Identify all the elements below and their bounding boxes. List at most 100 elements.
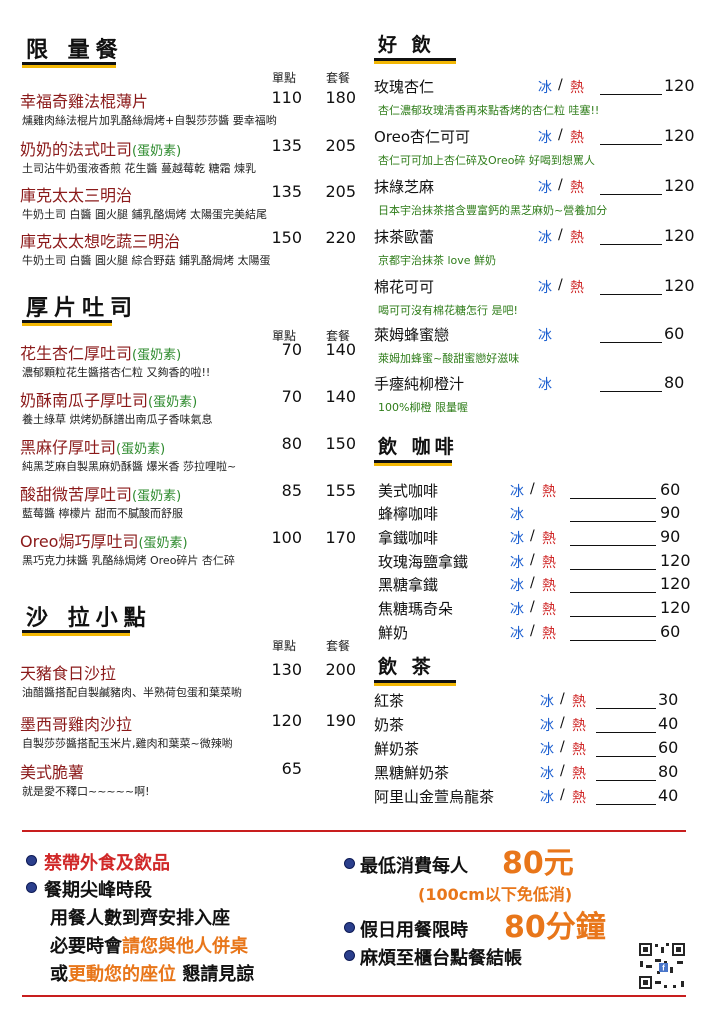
price-line: [570, 521, 656, 522]
price-single: 65: [281, 759, 302, 778]
hot-option: 熱: [572, 718, 586, 734]
veg-tag: (蛋奶素): [132, 348, 182, 363]
toast-section-title: 厚片吐司: [26, 296, 139, 321]
drink-desc: 杏仁濃郁玫瑰清香再來點香烤的杏仁粒 哇塞!!: [378, 104, 600, 117]
price-single: 150: [271, 228, 302, 247]
ice-option: 冰: [510, 484, 524, 500]
min-spend-note: (100cm以下免低消): [418, 885, 573, 904]
option-separator: /: [530, 599, 535, 615]
price-single: 70: [281, 340, 302, 359]
option-separator: /: [530, 623, 535, 639]
price-set: 140: [325, 340, 356, 359]
peak-hours: 餐期尖峰時段: [44, 880, 152, 901]
price-line: [570, 545, 656, 546]
drink-price: 120: [660, 574, 691, 593]
option-separator: /: [560, 763, 565, 779]
price-line: [600, 294, 662, 295]
price-single: 135: [271, 136, 302, 155]
menu-item-name: 天豬食日沙拉: [20, 664, 117, 683]
checkout-note: 麻煩至櫃台點餐結帳: [360, 948, 522, 969]
drink-name: 紅茶: [374, 692, 405, 710]
price-line: [570, 640, 656, 641]
qr-code-icon[interactable]: f: [637, 941, 687, 991]
min-spend-value: 80元: [502, 846, 574, 881]
price-single: 70: [281, 387, 302, 406]
price-line: [600, 391, 662, 392]
veg-tag: (蛋奶素): [148, 395, 198, 410]
price-set: 155: [325, 481, 356, 500]
hot-option: 熱: [542, 531, 556, 547]
drink-price: 80: [664, 373, 685, 392]
menu-item-desc: 純黑芝麻自製黑麻奶酥醬 爆米香 莎拉哩啦~: [22, 460, 237, 473]
holiday-limit-value: 80分鐘: [504, 910, 606, 945]
min-spend-label: 最低消費每人: [360, 856, 468, 877]
menu-item-desc: 自製莎莎醬搭配玉米片,雞肉和葉菜~微辣喲: [22, 737, 233, 750]
price-single: 110: [271, 88, 302, 107]
price-line: [600, 342, 662, 343]
price-single: 135: [271, 182, 302, 201]
ice-option: 冰: [510, 531, 524, 547]
drink-desc: 日本宇治抹茶搭含豐富鈣的黑芝麻奶~營養加分: [378, 204, 608, 217]
price-set: 205: [325, 136, 356, 155]
price-single: 120: [271, 711, 302, 730]
hot-option: 熱: [542, 555, 556, 571]
option-separator: /: [560, 691, 565, 707]
price-set: 140: [325, 387, 356, 406]
price-line: [596, 708, 656, 709]
option-separator: /: [560, 787, 565, 803]
price-single: 100: [271, 528, 302, 547]
price-line: [600, 194, 662, 195]
footer-top-line: [22, 830, 686, 832]
drink-name: 鮮奶: [378, 624, 409, 642]
hot-option: 熱: [542, 578, 556, 594]
price-set: 190: [325, 711, 356, 730]
hot-option: 熱: [542, 626, 556, 642]
bullet-icon: [26, 882, 37, 893]
price-line: [596, 780, 656, 781]
drink-name: 美式咖啡: [378, 482, 439, 500]
drink-name: Oreo杏仁可可: [374, 128, 471, 146]
menu-item-name: 庫克太太三明治: [20, 186, 133, 205]
drink-name: 黑糖拿鐵: [378, 576, 439, 594]
ice-option: 冰: [538, 80, 552, 96]
drink-price: 40: [658, 786, 679, 805]
drink-price: 30: [658, 690, 679, 709]
bullet-icon: [344, 858, 355, 869]
drink-price: 60: [664, 324, 685, 343]
hot-option: 熱: [570, 280, 584, 296]
drink-name: 黑糖鮮奶茶: [374, 764, 450, 782]
price-line: [570, 592, 656, 593]
hot-option: 熱: [570, 230, 584, 246]
hot-option: 熱: [570, 130, 584, 146]
option-separator: /: [530, 481, 535, 497]
menu-item-name: Oreo焗巧厚吐司(蛋奶素): [20, 532, 188, 551]
salad-section-title: 沙 拉小點: [26, 606, 152, 631]
ice-option: 冰: [510, 578, 524, 594]
menu-item-desc: 牛奶土司 白醬 圓火腿 綜合野菇 鋪乳酪焗烤 太陽蛋: [22, 254, 271, 267]
drink-price: 120: [664, 226, 695, 245]
drink-price: 80: [658, 762, 679, 781]
menu-item-desc: 牛奶土司 白醬 圓火腿 鋪乳酪焗烤 太陽蛋完美結尾: [22, 208, 267, 221]
veg-tag: (蛋奶素): [116, 442, 166, 457]
menu-item-desc: 就是愛不釋口~~~~~啊!: [22, 785, 150, 798]
limited-title-underline: [22, 62, 116, 68]
option-separator: /: [558, 177, 563, 193]
ice-option: 冰: [538, 180, 552, 196]
drink-desc: 京都宇治抹茶 love 鮮奶: [378, 254, 497, 267]
drink-name: 奶茶: [374, 716, 405, 734]
price-line: [596, 732, 656, 733]
ice-option: 冰: [510, 555, 524, 571]
menu-item-desc: 藍莓醬 檸檬片 甜而不膩酸而舒服: [22, 507, 183, 520]
ice-option: 冰: [540, 790, 554, 806]
hot-option: 熱: [542, 602, 556, 618]
veg-tag: (蛋奶素): [132, 489, 182, 504]
option-separator: /: [530, 575, 535, 591]
hot-option: 熱: [542, 484, 556, 500]
ice-option: 冰: [538, 377, 552, 393]
svg-text:f: f: [662, 964, 665, 973]
menu-item-name: 幸福奇雞法棍薄片: [20, 92, 149, 111]
footer-bottom-line: [22, 995, 686, 997]
ice-option: 冰: [538, 280, 552, 296]
drink-name: 焦糖瑪奇朵: [378, 600, 454, 618]
drink-name: 蜂檸咖啡: [378, 505, 439, 523]
